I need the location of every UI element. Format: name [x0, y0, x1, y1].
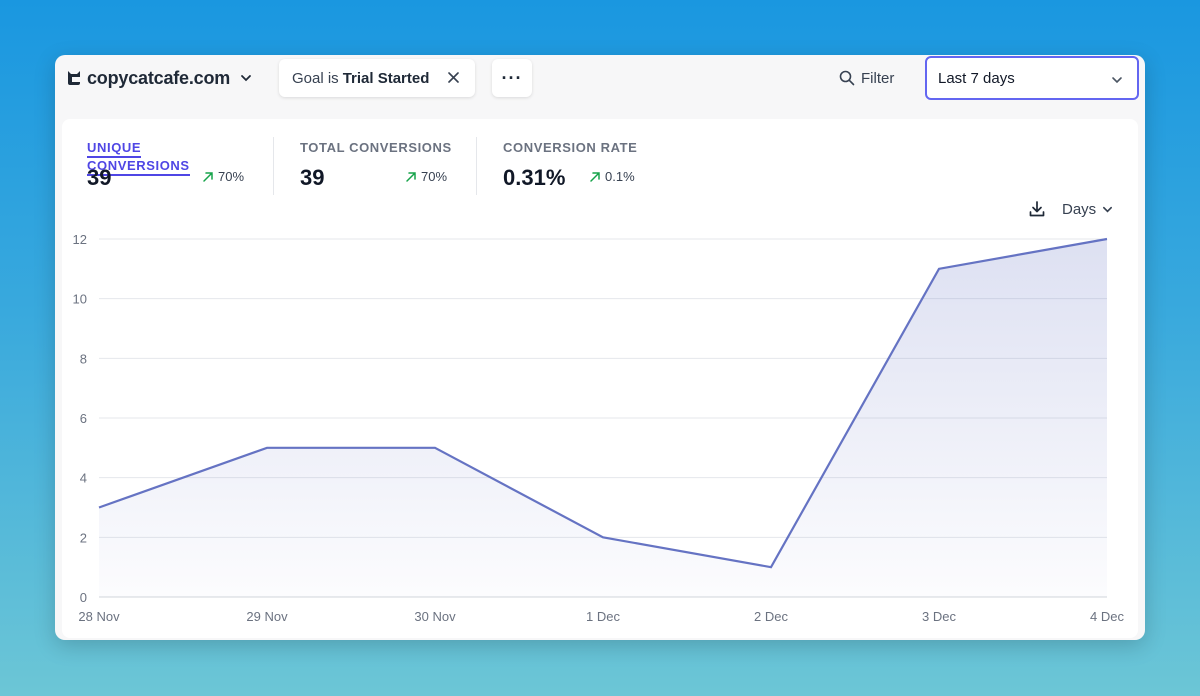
stat-change: 70% — [202, 169, 244, 184]
x-tick-label: 3 Dec — [922, 609, 956, 624]
chevron-down-icon — [1103, 206, 1113, 213]
stat-unique-conversions[interactable]: UNIQUE CONVERSIONS 39 70% — [87, 139, 247, 199]
x-tick-label: 28 Nov — [78, 609, 120, 624]
site-switcher[interactable]: copycatcafe.com — [65, 65, 252, 91]
goal-filter-prefix: Goal is — [292, 69, 339, 87]
y-tick-label: 2 — [80, 530, 87, 545]
date-range-select[interactable]: Last 7 days — [925, 56, 1139, 100]
download-icon[interactable] — [1028, 200, 1046, 218]
stat-divider — [273, 137, 274, 195]
filter-button[interactable]: Filter — [839, 67, 894, 89]
stat-total-conversions[interactable]: TOTAL CONVERSIONS 39 70% — [300, 139, 460, 199]
chevron-down-icon — [241, 75, 251, 82]
y-tick-label: 8 — [80, 351, 87, 366]
stat-label: TOTAL CONVERSIONS — [300, 140, 452, 155]
series-area — [99, 239, 1107, 597]
y-tick-label: 4 — [80, 471, 87, 486]
y-tick-label: 10 — [73, 292, 87, 307]
conversions-card: UNIQUE CONVERSIONS 39 70% TOTAL CONVERSI… — [62, 119, 1138, 638]
stat-value: 39 — [87, 165, 112, 190]
x-tick-label: 2 Dec — [754, 609, 788, 624]
stat-change-value: 70% — [421, 169, 448, 184]
stat-divider — [476, 137, 477, 195]
dashboard-window: copycatcafe.com Goal is Trial Started ··… — [55, 55, 1145, 640]
conversions-line-chart: 0 2 4 6 8 10 12 28 Nov 29 Nov 30 Nov 1 Dec 2 Dec 3 D… — [73, 232, 1125, 624]
interval-label: Days — [1062, 201, 1097, 218]
close-icon[interactable] — [448, 72, 459, 83]
chevron-down-icon — [1112, 77, 1122, 84]
stat-change-value: 0.1% — [605, 169, 635, 184]
arrow-up-right-icon — [203, 171, 213, 182]
y-tick-label: 12 — [73, 232, 87, 247]
y-tick-label: 0 — [80, 590, 87, 605]
x-tick-label: 4 Dec — [1090, 609, 1124, 624]
stat-change-value: 70% — [218, 169, 245, 184]
x-tick-label: 29 Nov — [246, 609, 288, 624]
site-name: copycatcafe.com — [87, 67, 231, 88]
stat-value: 0.31% — [503, 165, 566, 190]
cat-logo-icon — [68, 71, 80, 85]
date-range-label: Last 7 days — [938, 69, 1015, 87]
arrow-up-right-icon — [590, 171, 600, 182]
stat-value: 39 — [300, 165, 325, 190]
goal-filter-value: Trial Started — [342, 69, 430, 87]
stat-label: UNIQUE CONVERSIONS — [87, 140, 190, 176]
filter-label: Filter — [861, 69, 895, 87]
goal-filter-pill[interactable]: Goal is Trial Started — [279, 59, 475, 97]
interval-select[interactable]: Days — [1062, 201, 1113, 218]
stat-conversion-rate[interactable]: CONVERSION RATE 0.31% 0.1% — [503, 139, 663, 199]
arrow-up-right-icon — [406, 171, 416, 182]
more-options-button[interactable]: ··· — [492, 59, 532, 97]
stat-change: 0.1% — [589, 169, 635, 184]
stat-label: CONVERSION RATE — [503, 140, 638, 155]
search-icon — [839, 70, 855, 86]
x-tick-label: 30 Nov — [414, 609, 456, 624]
stat-change: 70% — [405, 169, 447, 184]
x-tick-label: 1 Dec — [586, 609, 620, 624]
y-tick-label: 6 — [80, 411, 87, 426]
